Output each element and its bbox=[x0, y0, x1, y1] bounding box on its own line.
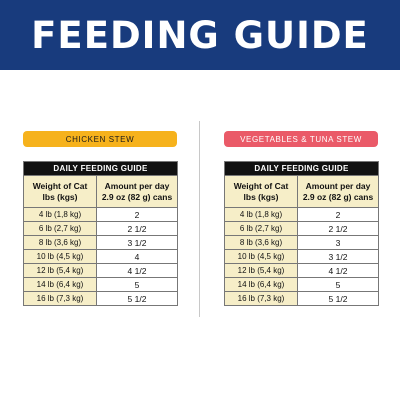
product-banner: VEGETABLES & TUNA STEW bbox=[224, 131, 378, 147]
weight-header-line1: Weight of Cat bbox=[32, 180, 88, 191]
weight-cell: 16 lb (7,3 kg) bbox=[23, 291, 97, 306]
amount-cell: 5 bbox=[95, 277, 179, 292]
amount-column-header: Amount per day 2.9 oz (82 g) cans bbox=[95, 175, 179, 208]
amount-cell: 4 1/2 bbox=[95, 263, 179, 278]
header-banner: FEEDING GUIDE bbox=[0, 0, 400, 70]
weight-cell: 8 lb (3,6 kg) bbox=[224, 235, 298, 250]
amount-cell: 5 1/2 bbox=[296, 291, 380, 306]
table-row: 10 lb (4,5 kg) 4 bbox=[23, 249, 179, 264]
weight-cell: 12 lb (5,4 kg) bbox=[23, 263, 97, 278]
chicken-stew-panel: CHICKEN STEW DAILY FEEDING GUIDE Weight … bbox=[22, 131, 179, 306]
weight-column-header: Weight of Cat lbs (kgs) bbox=[224, 175, 298, 208]
amount-cell: 2 1/2 bbox=[296, 221, 380, 236]
amount-cell: 4 1/2 bbox=[296, 263, 380, 278]
table-row: 12 lb (5,4 kg) 4 1/2 bbox=[224, 263, 380, 278]
amount-cell: 3 1/2 bbox=[296, 249, 380, 264]
table-title: DAILY FEEDING GUIDE bbox=[22, 161, 179, 176]
table-row: 8 lb (3,6 kg) 3 bbox=[224, 235, 380, 250]
table-row: 10 lb (4,5 kg) 3 1/2 bbox=[224, 249, 380, 264]
weight-header-line2: lbs (kgs) bbox=[243, 191, 279, 202]
amount-cell: 5 bbox=[296, 277, 380, 292]
amount-cell: 5 1/2 bbox=[95, 291, 179, 306]
weight-cell: 4 lb (1,8 kg) bbox=[224, 207, 298, 222]
weight-header-line2: lbs (kgs) bbox=[42, 191, 78, 202]
weight-cell: 4 lb (1,8 kg) bbox=[23, 207, 97, 222]
table-row: 4 lb (1,8 kg) 2 bbox=[224, 207, 380, 222]
table-row: 6 lb (2,7 kg) 2 1/2 bbox=[224, 221, 380, 236]
amount-cell: 2 bbox=[95, 207, 179, 222]
weight-cell: 10 lb (4,5 kg) bbox=[224, 249, 298, 264]
vegetables-tuna-stew-panel: VEGETABLES & TUNA STEW DAILY FEEDING GUI… bbox=[223, 131, 380, 306]
weight-cell: 6 lb (2,7 kg) bbox=[224, 221, 298, 236]
weight-cell: 14 lb (6,4 kg) bbox=[23, 277, 97, 292]
table-row: 6 lb (2,7 kg) 2 1/2 bbox=[23, 221, 179, 236]
amount-header-line2: 2.9 oz (82 g) cans bbox=[302, 191, 374, 202]
weight-cell: 16 lb (7,3 kg) bbox=[224, 291, 298, 306]
feeding-table: DAILY FEEDING GUIDE Weight of Cat lbs (k… bbox=[22, 161, 179, 306]
table-row: 16 lb (7,3 kg) 5 1/2 bbox=[23, 291, 179, 306]
weight-cell: 12 lb (5,4 kg) bbox=[224, 263, 298, 278]
amount-cell: 2 bbox=[296, 207, 380, 222]
amount-cell: 2 1/2 bbox=[95, 221, 179, 236]
amount-header-line1: Amount per day bbox=[104, 180, 170, 191]
table-row: 12 lb (5,4 kg) 4 1/2 bbox=[23, 263, 179, 278]
panel-divider bbox=[199, 121, 200, 317]
weight-cell: 8 lb (3,6 kg) bbox=[23, 235, 97, 250]
feeding-table: DAILY FEEDING GUIDE Weight of Cat lbs (k… bbox=[223, 161, 380, 306]
weight-cell: 14 lb (6,4 kg) bbox=[224, 277, 298, 292]
amount-header-line2: 2.9 oz (82 g) cans bbox=[101, 191, 173, 202]
amount-cell: 3 bbox=[296, 235, 380, 250]
table-row: 14 lb (6,4 kg) 5 bbox=[23, 277, 179, 292]
weight-column-header: Weight of Cat lbs (kgs) bbox=[23, 175, 97, 208]
table-title: DAILY FEEDING GUIDE bbox=[223, 161, 380, 176]
table-row: 14 lb (6,4 kg) 5 bbox=[224, 277, 380, 292]
weight-header-line1: Weight of Cat bbox=[233, 180, 289, 191]
table-row: 8 lb (3,6 kg) 3 1/2 bbox=[23, 235, 179, 250]
amount-header-line1: Amount per day bbox=[305, 180, 371, 191]
amount-cell: 3 1/2 bbox=[95, 235, 179, 250]
table-row: 4 lb (1,8 kg) 2 bbox=[23, 207, 179, 222]
amount-column-header: Amount per day 2.9 oz (82 g) cans bbox=[296, 175, 380, 208]
product-banner: CHICKEN STEW bbox=[23, 131, 177, 147]
page-title: FEEDING GUIDE bbox=[31, 13, 369, 57]
amount-cell: 4 bbox=[95, 249, 179, 264]
table-row: 16 lb (7,3 kg) 5 1/2 bbox=[224, 291, 380, 306]
weight-cell: 6 lb (2,7 kg) bbox=[23, 221, 97, 236]
weight-cell: 10 lb (4,5 kg) bbox=[23, 249, 97, 264]
